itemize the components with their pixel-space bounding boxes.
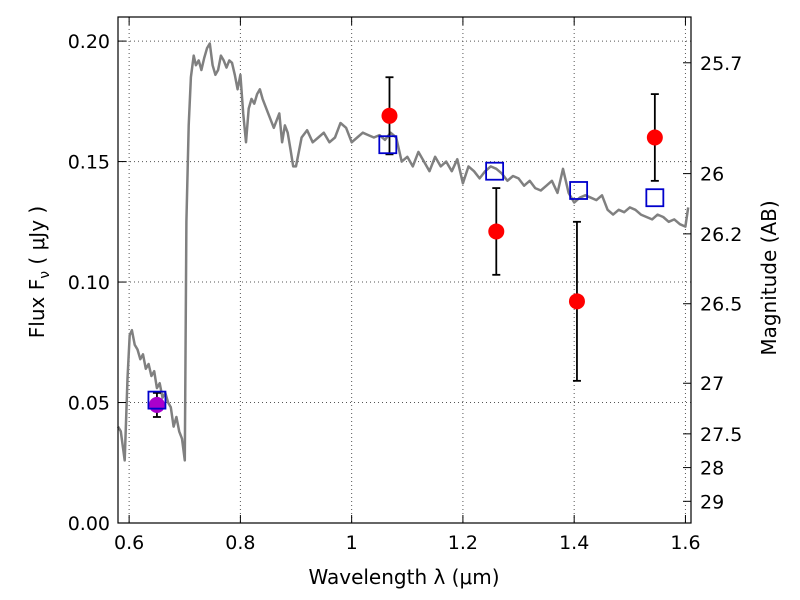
grid-lines — [118, 17, 691, 524]
y2-tick-label: 26 — [700, 164, 724, 186]
y-tick-label: 0.20 — [68, 31, 110, 53]
x-tick-label: 1.2 — [448, 532, 478, 554]
data-point — [568, 293, 585, 310]
plot-frame — [117, 16, 692, 524]
y2-tick-label: 27 — [700, 373, 724, 395]
y-tick-label: 0.05 — [68, 393, 110, 415]
model-point — [147, 390, 167, 410]
photometry-series — [148, 76, 663, 418]
model-point — [569, 181, 589, 200]
y2-tick-label: 27.5 — [700, 424, 742, 446]
y-axis-label: Flux Fν ( μJy ) — [25, 206, 53, 338]
data-point — [488, 223, 505, 240]
y2-tick-label: 28 — [700, 458, 724, 480]
model-photometry-series — [147, 135, 665, 410]
y-tick-label: 0.10 — [68, 272, 110, 294]
x-tick-label: 1 — [346, 532, 358, 554]
x-tick-label: 1.6 — [670, 532, 700, 554]
model-point — [378, 135, 398, 155]
y2-tick-label: 25.7 — [700, 53, 742, 75]
model-point — [645, 188, 665, 208]
y2-tick-label: 26.5 — [700, 294, 742, 316]
axis-ticks: 0.6 0.8 1 1.2 1.4 1.6 0.00 0.05 0.10 0.15 0.20 25.7… — [68, 17, 742, 554]
data-point — [148, 396, 165, 413]
y-axis-label-unit: ( μJy ) — [25, 206, 49, 271]
spectrum-series — [116, 42, 690, 462]
spectrum-line — [116, 42, 690, 462]
data-point — [646, 129, 663, 146]
x-axis-label: Wavelength λ (μm) — [308, 565, 499, 589]
y-axis-label-subscript: ν — [37, 271, 53, 279]
y-tick-label: 0.00 — [68, 513, 110, 535]
y-axis-label-main: Flux F — [25, 279, 49, 338]
y2-tick-label: 26.2 — [700, 224, 742, 246]
y2-tick-label: 29 — [700, 491, 724, 513]
data-point — [381, 107, 398, 124]
y-tick-label: 0.15 — [68, 152, 110, 174]
x-tick-label: 0.8 — [225, 532, 255, 554]
model-point — [485, 161, 505, 181]
x-tick-label: 1.4 — [559, 532, 589, 554]
x-tick-label: 0.6 — [114, 532, 144, 554]
y2-axis-label: Magnitude (AB) — [757, 200, 781, 355]
